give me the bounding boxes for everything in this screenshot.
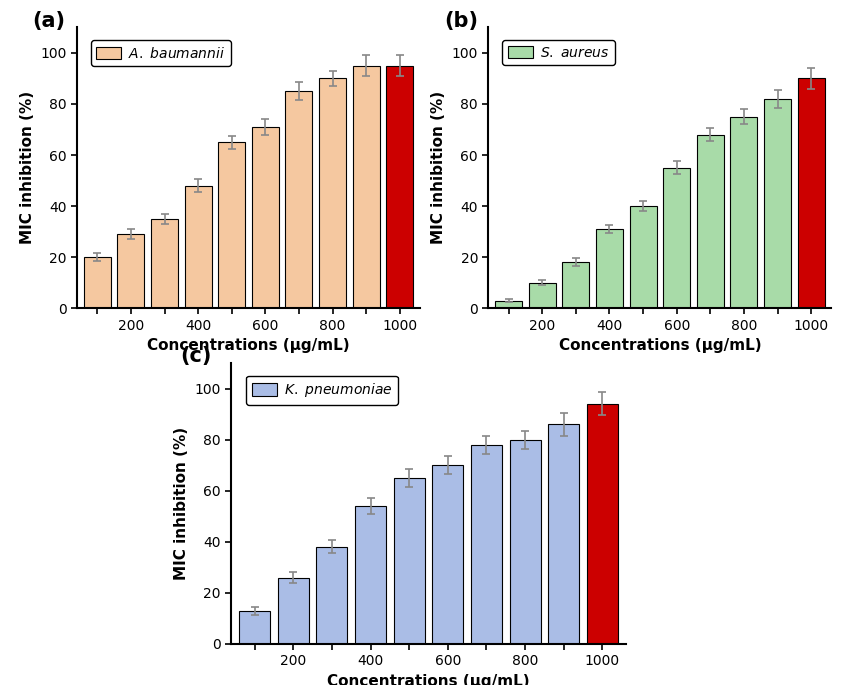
Text: (a): (a): [33, 10, 66, 31]
Text: (c): (c): [180, 346, 212, 366]
Legend: $\it{S.\ aureus}$: $\it{S.\ aureus}$: [502, 40, 615, 65]
Legend: $\it{A.\ baumannii}$: $\it{A.\ baumannii}$: [91, 40, 231, 66]
Bar: [663, 168, 690, 308]
Y-axis label: MIC inhibition (%): MIC inhibition (%): [431, 91, 446, 245]
Bar: [471, 445, 502, 644]
Bar: [239, 611, 270, 644]
Bar: [387, 66, 413, 308]
Bar: [393, 478, 424, 644]
Y-axis label: MIC inhibition (%): MIC inhibition (%): [20, 91, 35, 245]
Bar: [697, 135, 724, 308]
Bar: [355, 506, 386, 644]
X-axis label: Concentrations (μg/mL): Concentrations (μg/mL): [327, 674, 530, 685]
Bar: [730, 116, 758, 308]
Legend: $\it{K.\ pneumoniae}$: $\it{K.\ pneumoniae}$: [246, 375, 398, 405]
Bar: [510, 440, 541, 644]
Bar: [596, 229, 623, 308]
Bar: [151, 219, 178, 308]
Bar: [529, 283, 555, 308]
Bar: [433, 465, 464, 644]
Bar: [630, 206, 656, 308]
Bar: [316, 547, 347, 644]
Bar: [562, 262, 590, 308]
Y-axis label: MIC inhibition (%): MIC inhibition (%): [174, 427, 189, 580]
X-axis label: Concentrations (μg/mL): Concentrations (μg/mL): [559, 338, 761, 353]
Bar: [548, 424, 579, 644]
Bar: [353, 66, 380, 308]
Text: (b): (b): [444, 10, 478, 31]
Bar: [285, 91, 313, 308]
Bar: [764, 99, 791, 308]
Bar: [278, 577, 309, 644]
Bar: [587, 404, 618, 644]
Bar: [117, 234, 144, 308]
X-axis label: Concentrations (μg/mL): Concentrations (μg/mL): [147, 338, 350, 353]
Bar: [252, 127, 279, 308]
Bar: [495, 301, 522, 308]
Bar: [319, 79, 346, 308]
Bar: [184, 186, 212, 308]
Bar: [798, 79, 824, 308]
Bar: [219, 142, 245, 308]
Bar: [84, 257, 111, 308]
